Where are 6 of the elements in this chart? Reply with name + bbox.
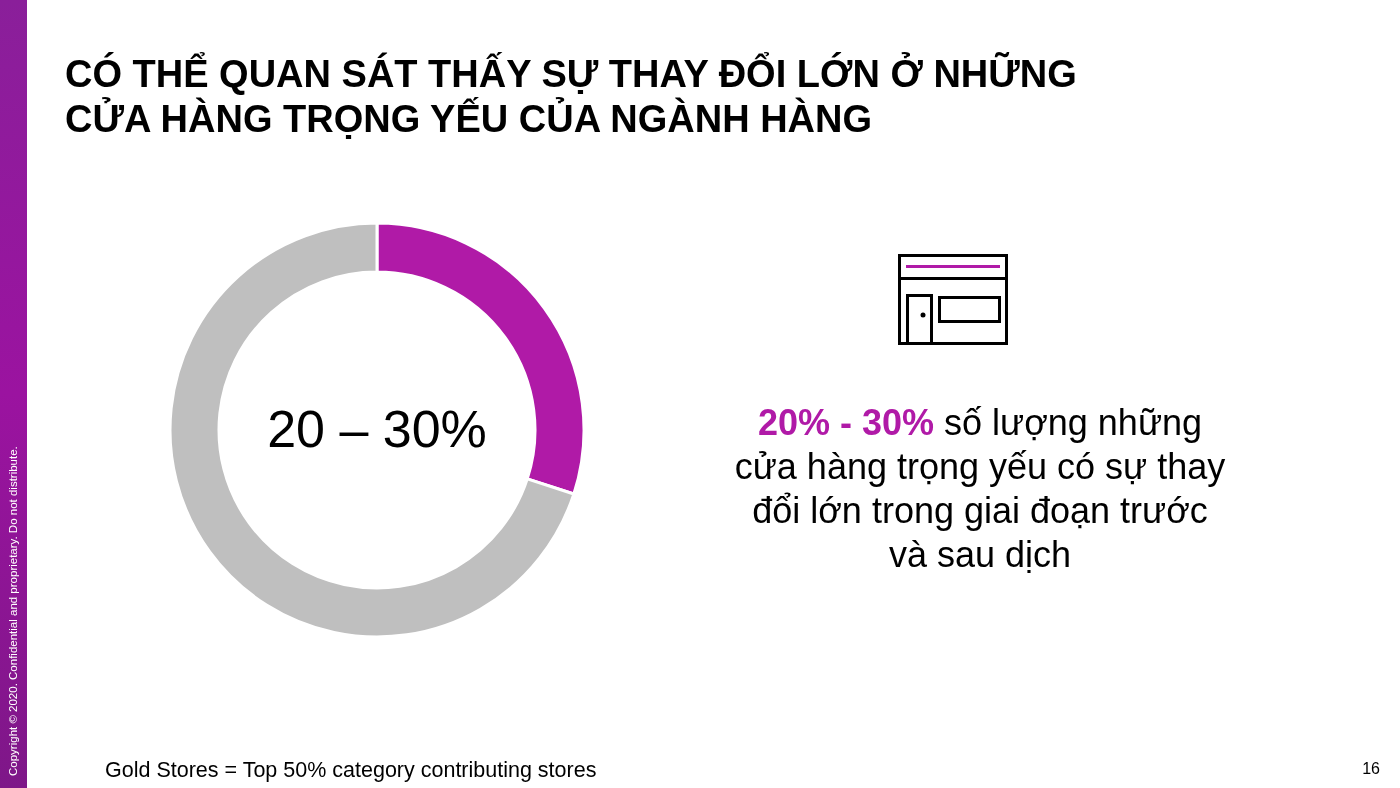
text: Gold Stores = Top 50% category contributing stores xyxy=(105,758,597,782)
text: Copyright © 2020. Confidential and proprietary. Do not distribute. xyxy=(7,446,19,776)
text: 20 – 30% xyxy=(267,400,487,458)
text: 20% - 30% xyxy=(757,402,935,443)
chart-title: CÓ THỂ QUAN SÁT THẤY SỰ THAY ĐỔI LỚN Ở NHỮNG CỬA HÀNG TRỌNG YẾU CỦA NGÀNH HÀNG xyxy=(65,52,1078,142)
text: 16 xyxy=(1362,760,1381,777)
